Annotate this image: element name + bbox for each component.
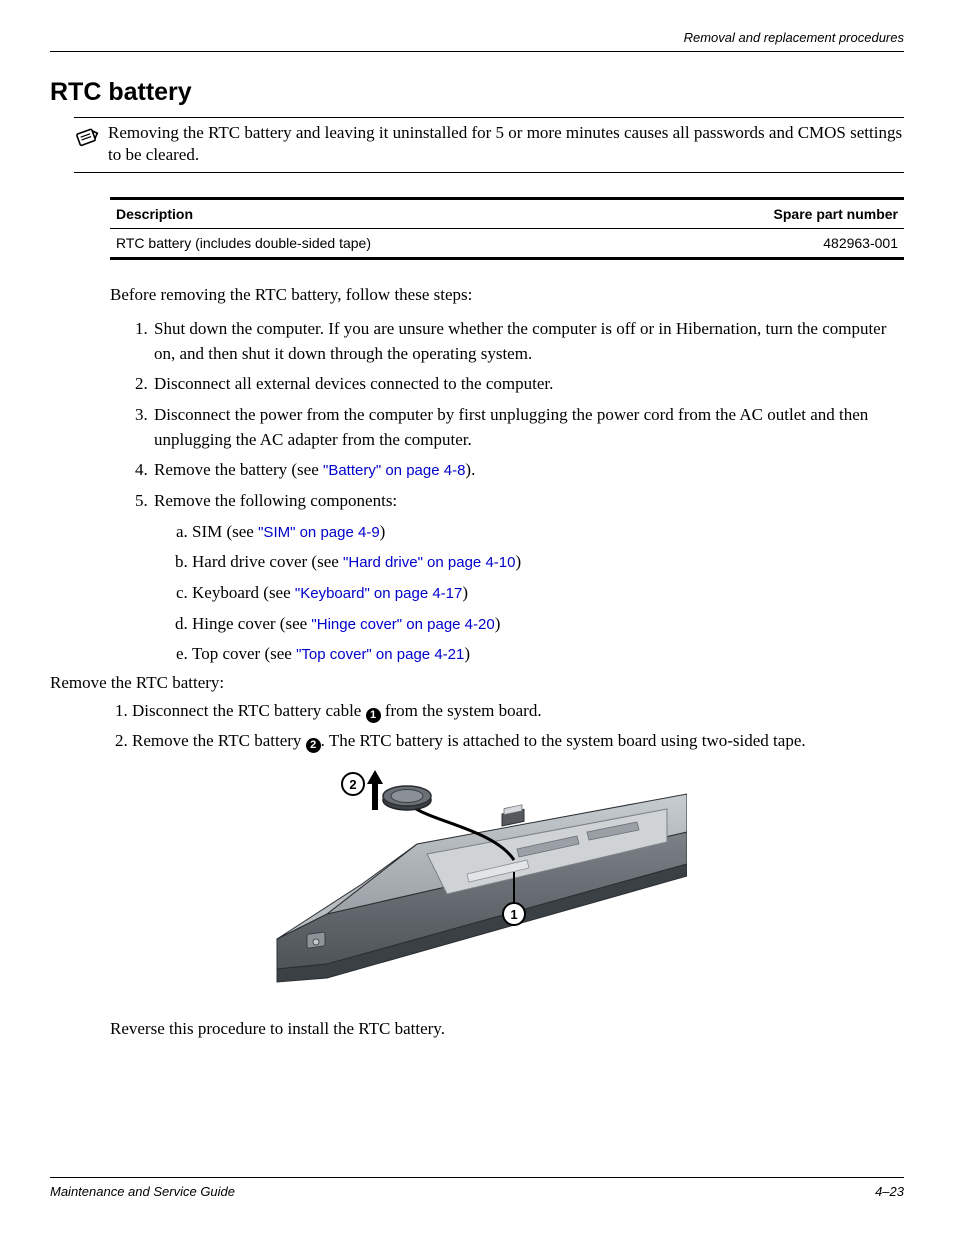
step-2: Disconnect all external devices connecte… bbox=[152, 372, 904, 397]
substep-c-post: ) bbox=[462, 583, 468, 602]
table-cell-part: 482963-001 bbox=[823, 235, 898, 251]
table-col-description: Description bbox=[116, 206, 193, 222]
substep-e: Top cover (see "Top cover" on page 4-21) bbox=[192, 642, 904, 667]
substep-a: SIM (see "SIM" on page 4-9) bbox=[192, 520, 904, 545]
substep-b: Hard drive cover (see "Hard drive" on pa… bbox=[192, 550, 904, 575]
footer-right: 4–23 bbox=[875, 1184, 904, 1199]
figure-callout-2: 2 bbox=[349, 777, 356, 792]
remove-step-1: Disconnect the RTC battery cable 1 from … bbox=[132, 699, 904, 724]
substeps-list: SIM (see "SIM" on page 4-9) Hard drive c… bbox=[174, 520, 904, 667]
step-5-lead: Remove the following components: bbox=[154, 491, 397, 510]
step-4-post: ). bbox=[465, 460, 475, 479]
figure-callout-1: 1 bbox=[510, 907, 517, 922]
step-1: Shut down the computer. If you are unsur… bbox=[152, 317, 904, 366]
substep-b-post: ) bbox=[515, 552, 521, 571]
table-col-part-number: Spare part number bbox=[774, 206, 898, 222]
remove-lead: Remove the RTC battery: bbox=[50, 673, 904, 693]
closing-text: Reverse this procedure to install the RT… bbox=[110, 1019, 904, 1039]
callout-2-inline: 2 bbox=[306, 738, 321, 753]
substep-a-pre: SIM (see bbox=[192, 522, 258, 541]
substep-e-post: ) bbox=[464, 644, 470, 663]
link-top-cover[interactable]: "Top cover" on page 4-21 bbox=[296, 646, 464, 663]
link-hard-drive[interactable]: "Hard drive" on page 4-10 bbox=[343, 554, 515, 571]
page-footer: Maintenance and Service Guide 4–23 bbox=[50, 1177, 904, 1199]
r2-pre: Remove the RTC battery bbox=[132, 731, 306, 750]
section-title: RTC battery bbox=[50, 78, 904, 107]
callout-1-inline: 1 bbox=[366, 708, 381, 723]
link-keyboard[interactable]: "Keyboard" on page 4-17 bbox=[295, 585, 462, 602]
r1-post: from the system board. bbox=[381, 701, 542, 720]
r2-post: . The RTC battery is attached to the sys… bbox=[321, 731, 806, 750]
step-4: Remove the battery (see "Battery" on pag… bbox=[152, 458, 904, 483]
table-row: RTC battery (includes double-sided tape)… bbox=[110, 229, 904, 257]
link-sim[interactable]: "SIM" on page 4-9 bbox=[258, 524, 380, 541]
step-3: Disconnect the power from the computer b… bbox=[152, 403, 904, 452]
step-5: Remove the following components: SIM (se… bbox=[152, 489, 904, 667]
table-cell-desc: RTC battery (includes double-sided tape) bbox=[116, 235, 371, 251]
substep-c-pre: Keyboard (see bbox=[192, 583, 295, 602]
substep-a-post: ) bbox=[380, 522, 386, 541]
link-hinge-cover[interactable]: "Hinge cover" on page 4-20 bbox=[311, 616, 494, 633]
remove-steps-list: Disconnect the RTC battery cable 1 from … bbox=[110, 699, 904, 754]
substep-b-pre: Hard drive cover (see bbox=[192, 552, 343, 571]
substep-d-post: ) bbox=[495, 614, 501, 633]
figure-rtc-battery: 2 1 bbox=[50, 764, 904, 999]
link-battery[interactable]: "Battery" on page 4-8 bbox=[323, 462, 465, 479]
substep-e-pre: Top cover (see bbox=[192, 644, 296, 663]
prep-steps-list: Shut down the computer. If you are unsur… bbox=[130, 317, 904, 667]
substep-d: Hinge cover (see "Hinge cover" on page 4… bbox=[192, 612, 904, 637]
substep-d-pre: Hinge cover (see bbox=[192, 614, 311, 633]
note-icon bbox=[74, 124, 100, 155]
remove-step-2: Remove the RTC battery 2. The RTC batter… bbox=[132, 729, 904, 754]
note-block: Removing the RTC battery and leaving it … bbox=[74, 117, 904, 173]
substep-c: Keyboard (see "Keyboard" on page 4-17) bbox=[192, 581, 904, 606]
parts-table: Description Spare part number RTC batter… bbox=[110, 197, 904, 260]
step-4-pre: Remove the battery (see bbox=[154, 460, 323, 479]
footer-left: Maintenance and Service Guide bbox=[50, 1184, 235, 1199]
intro-text: Before removing the RTC battery, follow … bbox=[110, 284, 904, 307]
running-head: Removal and replacement procedures bbox=[50, 30, 904, 52]
note-text: Removing the RTC battery and leaving it … bbox=[108, 122, 904, 166]
r1-pre: Disconnect the RTC battery cable bbox=[132, 701, 366, 720]
